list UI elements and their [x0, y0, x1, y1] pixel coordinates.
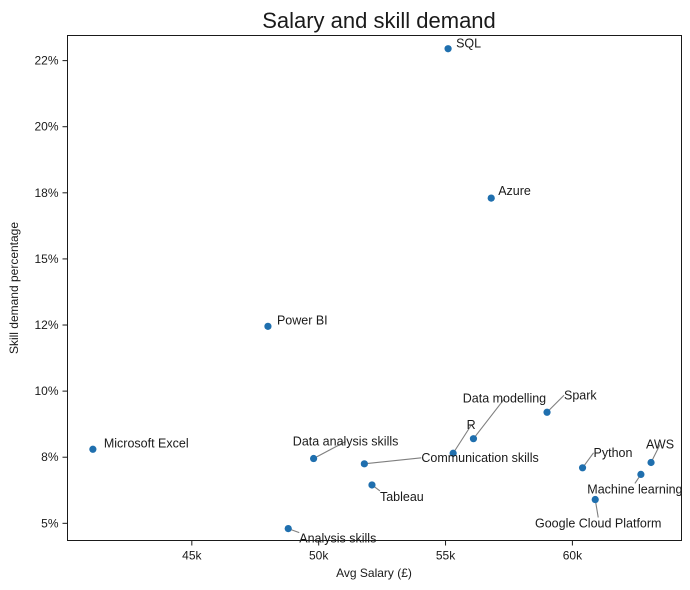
- label-microsoft-excel: Microsoft Excel: [104, 436, 189, 450]
- plot-frame: [67, 35, 682, 541]
- y-tick-label: 5%: [41, 516, 59, 530]
- y-tick-label: 12%: [34, 318, 58, 332]
- label-python: Python: [594, 446, 633, 460]
- point-python: [578, 464, 587, 472]
- label-data-modelling: Data modelling: [463, 392, 546, 406]
- point-power-bi: [264, 322, 272, 330]
- point-sql: [444, 45, 452, 53]
- leader-line-data-analysis-skills: [313, 441, 346, 460]
- point-spark: [543, 408, 551, 416]
- y-tick-label: 15%: [34, 252, 58, 266]
- label-machine-learning: Machine learning: [587, 482, 682, 496]
- point-data-analysis-skills: [310, 454, 318, 463]
- point-r: [449, 449, 457, 457]
- x-tick-label: 55k: [436, 549, 456, 563]
- point-google-cloud-platform: [591, 495, 599, 504]
- label-sql: SQL: [456, 37, 481, 51]
- x-axis-label: Avg Salary (£): [336, 566, 412, 580]
- point-microsoft-excel: [89, 445, 97, 453]
- point-aws: [647, 458, 655, 467]
- point-communication-skills: [360, 460, 368, 468]
- annotation-leaders: [288, 394, 661, 534]
- y-tick-label: 18%: [34, 186, 58, 200]
- leader-line-r: [452, 424, 472, 454]
- y-tick-label: 20%: [34, 120, 58, 134]
- point-data-modelling: [469, 435, 478, 443]
- x-tick-label: 45k: [182, 549, 202, 563]
- annotation-labels: SQL Azure Power BI Microsoft Excel Spark Data…: [104, 37, 683, 546]
- label-google-cloud-platform: Google Cloud Platform: [535, 517, 661, 531]
- y-tick-label: 8%: [41, 450, 59, 464]
- point-analysis-skills: [284, 525, 292, 533]
- label-data-analysis-skills: Data analysis skills: [293, 435, 399, 449]
- label-communication-skills: Communication skills: [421, 451, 538, 465]
- data-points: [89, 45, 655, 533]
- label-r: R: [467, 418, 476, 432]
- y-axis-label: Skill demand percentage: [7, 222, 21, 354]
- leader-line-data-modelling: [473, 398, 505, 440]
- y-tick-label: 10%: [34, 384, 58, 398]
- x-tick-label: 50k: [309, 549, 329, 563]
- label-analysis-skills: Analysis skills: [299, 532, 376, 546]
- label-azure: Azure: [498, 184, 531, 198]
- label-aws: AWS: [646, 438, 674, 452]
- point-tableau: [368, 481, 376, 489]
- leader-line-spark: [546, 394, 565, 413]
- chart-title: Salary and skill demand: [262, 8, 496, 33]
- label-spark: Spark: [564, 388, 597, 402]
- y-tick-label: 22%: [34, 54, 58, 68]
- axis-ticks: 45k 50k 55k 60k 5% 8% 10% 12% 15% 18% 20% 22%: [34, 54, 583, 563]
- point-machine-learning: [637, 470, 645, 479]
- leader-line-communication-skills: [364, 457, 422, 465]
- x-tick-label: 60k: [563, 549, 583, 563]
- label-power-bi: Power BI: [277, 313, 328, 327]
- point-azure: [487, 194, 495, 202]
- label-tableau: Tableau: [380, 490, 424, 504]
